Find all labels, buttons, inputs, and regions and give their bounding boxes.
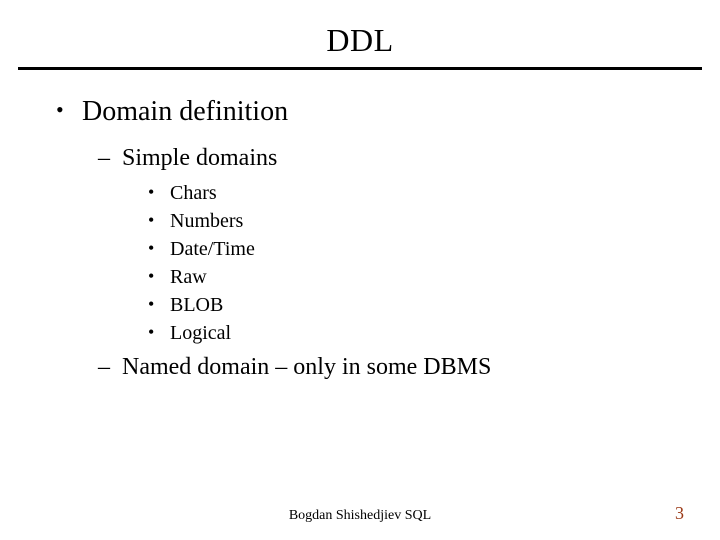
level3-text-2: Date/Time bbox=[170, 237, 255, 262]
bullet-level1: • Domain definition bbox=[56, 94, 720, 129]
bullet-level3: • BLOB bbox=[148, 293, 720, 318]
bullet-icon: • bbox=[56, 94, 82, 124]
slide-title: DDL bbox=[0, 0, 720, 67]
dot-icon: • bbox=[148, 209, 170, 232]
level3-text-4: BLOB bbox=[170, 293, 223, 318]
dash-icon: – bbox=[98, 143, 122, 173]
dot-icon: • bbox=[148, 265, 170, 288]
bullet-level3: • Chars bbox=[148, 181, 720, 206]
level3-text-0: Chars bbox=[170, 181, 217, 206]
bullet-level2: – Simple domains bbox=[98, 143, 720, 173]
level2a-text: Simple domains bbox=[122, 143, 277, 173]
dot-icon: • bbox=[148, 237, 170, 260]
dot-icon: • bbox=[148, 293, 170, 316]
level3-text-5: Logical bbox=[170, 321, 231, 346]
slide: DDL • Domain definition – Simple domains… bbox=[0, 0, 720, 540]
bullet-level3: • Date/Time bbox=[148, 237, 720, 262]
bullet-level3: • Logical bbox=[148, 321, 720, 346]
level3-text-1: Numbers bbox=[170, 209, 243, 234]
bullet-level2: – Named domain – only in some DBMS bbox=[98, 352, 720, 382]
dash-icon: – bbox=[98, 352, 122, 382]
bullet-level3: • Numbers bbox=[148, 209, 720, 234]
level2b-text: Named domain – only in some DBMS bbox=[122, 352, 491, 382]
page-number: 3 bbox=[675, 503, 684, 524]
bullet-level3: • Raw bbox=[148, 265, 720, 290]
level1-text: Domain definition bbox=[82, 94, 288, 129]
dot-icon: • bbox=[148, 321, 170, 344]
slide-body: • Domain definition – Simple domains • C… bbox=[0, 70, 720, 382]
level3-text-3: Raw bbox=[170, 265, 207, 290]
footer-text: Bogdan Shishedjiev SQL bbox=[0, 508, 720, 524]
dot-icon: • bbox=[148, 181, 170, 204]
